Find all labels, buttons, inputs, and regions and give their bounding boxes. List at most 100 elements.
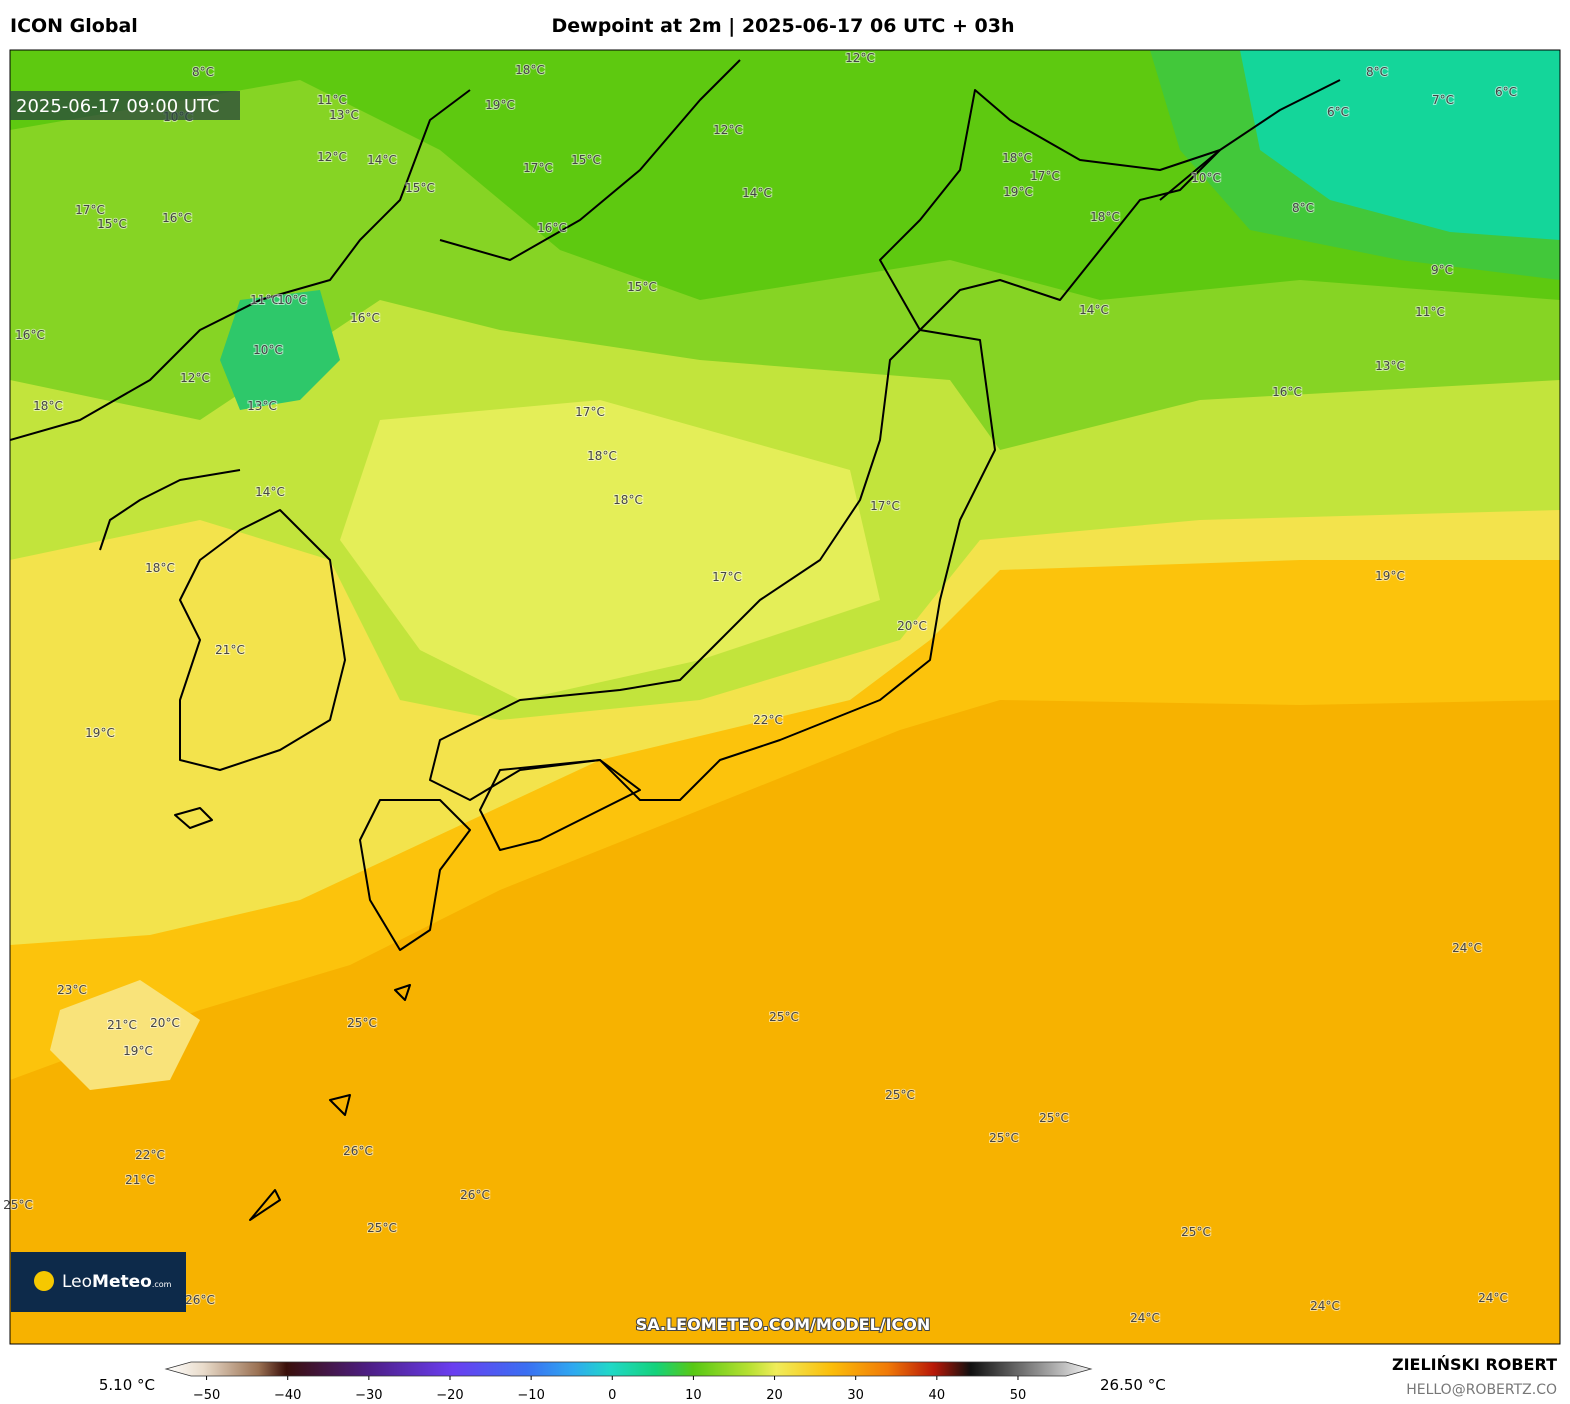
contour-label: 16°C <box>537 221 567 235</box>
colorbar-tick-label: 40 <box>929 1388 946 1403</box>
contour-label: 17°C <box>1030 169 1060 183</box>
contour-label: 18°C <box>1002 151 1032 165</box>
contour-label: 18°C <box>1090 210 1120 224</box>
contour-label: 17°C <box>523 161 553 175</box>
contour-label: 21°C <box>107 1018 137 1032</box>
contour-label: 15°C <box>627 280 657 294</box>
contour-label: 25°C <box>367 1221 397 1235</box>
contour-label: 8°C <box>1292 201 1314 215</box>
contour-label: 26°C <box>343 1144 373 1158</box>
contour-label: 6°C <box>1495 85 1517 99</box>
contour-label: 7°C <box>1432 93 1454 107</box>
map-title: Dewpoint at 2m | 2025-06-17 06 UTC + 03h <box>552 15 1015 37</box>
contour-label: 14°C <box>742 186 772 200</box>
contour-label: 12°C <box>713 123 743 137</box>
colorbar: −50 −40 −30 −20 −10 0 10 20 30 40 50 <box>164 1361 1093 1403</box>
contour-label: 25°C <box>885 1088 915 1102</box>
colorbar-max: 26.50 °C <box>1100 1376 1166 1394</box>
colorbar-tick-label: 50 <box>1010 1388 1027 1403</box>
field-pale-patch <box>50 980 200 1090</box>
contour-label: 12°C <box>317 150 347 164</box>
colorbar-tick-label: −30 <box>355 1388 382 1403</box>
contour-label: 22°C <box>135 1148 165 1162</box>
colorbar-tick-label: −10 <box>517 1388 544 1403</box>
contour-label: 18°C <box>33 399 63 413</box>
contour-label: 18°C <box>613 493 643 507</box>
contour-label: 11°C <box>317 93 347 107</box>
contour-label: 18°C <box>145 561 175 575</box>
contour-label: 24°C <box>1130 1311 1160 1325</box>
field-sea-yellow <box>340 400 880 700</box>
contour-label: 8°C <box>1366 65 1388 79</box>
coastline-hokkaido <box>879 89 1221 331</box>
logo-light: Leo <box>62 1272 92 1292</box>
coastline-shikoku <box>479 759 641 851</box>
colorbar-tick-label: 20 <box>766 1388 783 1403</box>
contact: HELLO@ROBERTZ.CO <box>1406 1382 1557 1398</box>
contour-label: 19°C <box>123 1044 153 1058</box>
contour-label: 12°C <box>845 51 875 65</box>
contour-label: 16°C <box>162 211 192 225</box>
contour-label: 10°C <box>277 293 307 307</box>
contour-label: 16°C <box>350 311 380 325</box>
colorbar-tick-label: −20 <box>436 1388 463 1403</box>
logo-bold: Meteo <box>92 1272 152 1292</box>
contour-label: 22°C <box>753 713 783 727</box>
contour-label: 26°C <box>460 1188 490 1202</box>
contour-labels: 8°C11°C13°C10°C12°C14°C15°C16°C15°C17°C1… <box>2 50 1518 1326</box>
contour-label: 17°C <box>870 499 900 513</box>
contour-label: 20°C <box>897 619 927 633</box>
contour-label: 25°C <box>1039 1111 1069 1125</box>
contour-label: 16°C <box>15 328 45 342</box>
contour-label: 10°C <box>253 343 283 357</box>
contour-label: 15°C <box>571 153 601 167</box>
colorbar-min: 5.10 °C <box>99 1376 155 1394</box>
contour-label: 16°C <box>1272 385 1302 399</box>
colorbar-tick-label: −40 <box>274 1388 301 1403</box>
logo-sun <box>34 1271 54 1291</box>
contour-label: 14°C <box>1079 303 1109 317</box>
contour-label: 24°C <box>1452 941 1482 955</box>
valid-time-box <box>10 91 240 120</box>
coastline-kyushu <box>359 799 471 951</box>
contour-label: 15°C <box>97 217 127 231</box>
contour-label: 17°C <box>575 405 605 419</box>
contour-label: 13°C <box>329 108 359 122</box>
contour-label: 19°C <box>1003 185 1033 199</box>
logo-suffix: .com <box>152 1280 172 1289</box>
coastline-korea <box>179 509 346 771</box>
contour-label: 25°C <box>347 1016 377 1030</box>
contour-label: 15°C <box>405 181 435 195</box>
contour-label: 12°C <box>180 371 210 385</box>
colorbar-tick-label: 0 <box>608 1388 616 1403</box>
contour-label: 19°C <box>1375 569 1405 583</box>
coastline-honshu <box>429 329 996 801</box>
colorbar-scale <box>164 1361 1093 1377</box>
contour-label: 21°C <box>215 643 245 657</box>
contour-label: 25°C <box>989 1131 1019 1145</box>
contour-label: 20°C <box>150 1016 180 1030</box>
contour-label: 25°C <box>3 1198 33 1212</box>
contour-label: 13°C <box>247 399 277 413</box>
contour-label: 21°C <box>125 1173 155 1187</box>
logo-text: LeoMeteo.com <box>62 1272 172 1292</box>
contour-label: 25°C <box>1181 1225 1211 1239</box>
contour-label: 25°C <box>769 1010 799 1024</box>
contour-label: 9°C <box>1431 263 1453 277</box>
model-name: ICON Global <box>10 15 138 37</box>
watermark: SA.LEOMETEO.COM/MODEL/ICON <box>636 1315 931 1334</box>
field-mountain-green <box>220 290 340 410</box>
valid-time: 2025-06-17 09:00 UTC <box>16 96 220 117</box>
contour-label: 24°C <box>1478 1291 1508 1305</box>
contour-label: 26°C <box>185 1293 215 1307</box>
coastline-mainland <box>10 59 741 551</box>
colorbar-tick-label: 30 <box>847 1388 864 1403</box>
contour-label: 6°C <box>1327 105 1349 119</box>
contour-label: 18°C <box>587 449 617 463</box>
contour-label: 11°C <box>250 293 280 307</box>
coastline-islands <box>174 79 1341 1221</box>
contour-label: 14°C <box>367 153 397 167</box>
colorbar-tick-label: 10 <box>685 1388 702 1403</box>
